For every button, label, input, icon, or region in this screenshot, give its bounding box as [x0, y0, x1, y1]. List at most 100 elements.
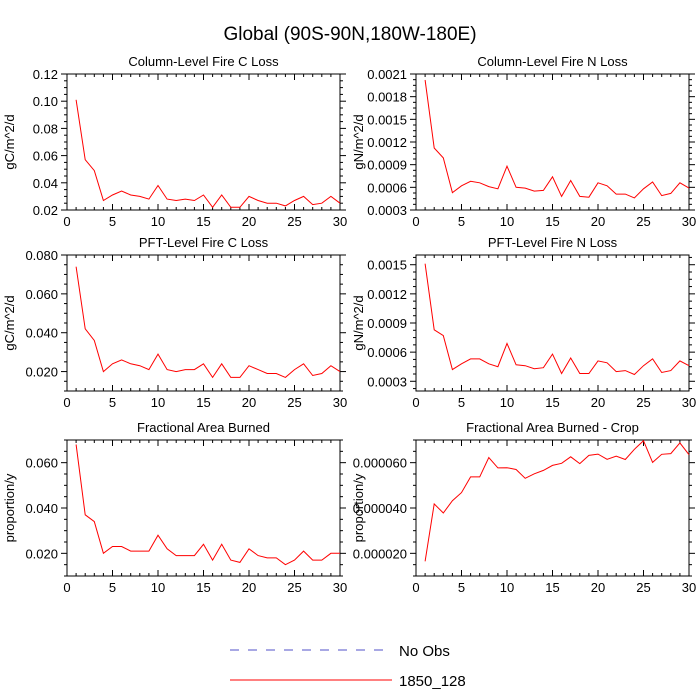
- y-axis-label: gN/m^2/d: [351, 295, 366, 350]
- chart-panels: Column-Level Fire C Loss gC/m^2/d 0 5 10 15 20…: [2, 54, 696, 595]
- plot-frame: [66, 73, 341, 211]
- x-tick-label: 0: [63, 214, 70, 229]
- y-tick-label: 0.000040: [353, 501, 407, 516]
- x-tick-label: 15: [196, 395, 210, 410]
- x-tick-label: 5: [109, 214, 116, 229]
- chart-title: Fractional Area Burned: [137, 420, 270, 435]
- x-tick-label: 10: [151, 580, 165, 595]
- x-tick-label: 25: [287, 395, 301, 410]
- y-tick-label: 0.0009: [367, 158, 407, 173]
- x-tick-label: 20: [242, 395, 256, 410]
- x-tick-label: 0: [412, 214, 419, 229]
- x-tick-label: 15: [545, 395, 559, 410]
- y-axis-label: gC/m^2/d: [2, 114, 17, 169]
- plot-frame: [415, 254, 690, 392]
- y-axis-label: gC/m^2/d: [2, 295, 17, 350]
- x-tick-label: 30: [333, 395, 347, 410]
- y-tick-label: 0.02: [33, 203, 58, 218]
- x-tick-label: 15: [545, 214, 559, 229]
- chart-title: Column-Level Fire N Loss: [477, 54, 628, 69]
- x-tick-label: 20: [242, 214, 256, 229]
- x-tick-label: 0: [412, 395, 419, 410]
- figure-title: Global (90S-90N,180W-180E): [223, 24, 476, 45]
- y-tick-label: 0.0006: [367, 180, 407, 195]
- y-tick-label: 0.000020: [353, 546, 407, 561]
- y-tick-label: 0.0003: [367, 374, 407, 389]
- chart-title: PFT-Level Fire C Loss: [139, 235, 269, 250]
- chart-panel-1: Column-Level Fire C Loss gC/m^2/d 0 5 10 15 20…: [2, 54, 347, 229]
- x-tick-label: 15: [196, 214, 210, 229]
- y-tick-label: 0.08: [33, 121, 58, 136]
- x-tick-label: 25: [287, 580, 301, 595]
- x-tick-label: 5: [109, 395, 116, 410]
- y-tick-label: 0.0015: [367, 112, 407, 127]
- x-tick-label: 0: [412, 580, 419, 595]
- x-tick-label: 10: [151, 214, 165, 229]
- legend: No Obs 1850_128: [230, 643, 466, 690]
- y-tick-label: 0.12: [33, 67, 58, 82]
- x-tick-label: 25: [287, 214, 301, 229]
- x-tick-label: 20: [242, 580, 256, 595]
- y-tick-label: 0.10: [33, 94, 58, 109]
- y-tick-label: 0.020: [25, 365, 58, 380]
- chart-panel-3: PFT-Level Fire C Loss gC/m^2/d 0 5 10 15 20 25 3…: [2, 235, 347, 410]
- y-tick-label: 0.0009: [367, 316, 407, 331]
- x-tick-label: 25: [636, 580, 650, 595]
- y-tick-label: 0.0015: [367, 258, 407, 273]
- y-tick-label: 0.0012: [367, 287, 407, 302]
- legend-label-1850-128: 1850_128: [399, 673, 466, 690]
- y-tick-label: 0.0006: [367, 345, 407, 360]
- series-line-1850_128: [75, 99, 341, 209]
- y-tick-label: 0.020: [25, 546, 58, 561]
- y-tick-label: 0.000060: [353, 456, 407, 471]
- chart-panel-2: Column-Level Fire N Loss gN/m^2/d 0 5 10 15 20…: [351, 54, 696, 229]
- x-tick-label: 20: [591, 580, 605, 595]
- x-tick-label: 5: [458, 580, 465, 595]
- x-tick-label: 30: [682, 580, 696, 595]
- x-tick-label: 30: [682, 214, 696, 229]
- y-axis-label: proportion/y: [351, 473, 366, 542]
- series-line-1850_128: [424, 439, 690, 562]
- x-tick-label: 5: [458, 395, 465, 410]
- y-axis-label: gN/m^2/d: [351, 114, 366, 169]
- chart-panel-4: PFT-Level Fire N Loss gN/m^2/d 0 5 10 15 20 25 3…: [351, 235, 696, 410]
- y-tick-label: 0.0003: [367, 203, 407, 218]
- y-tick-label: 0.060: [25, 287, 58, 302]
- x-tick-label: 30: [333, 580, 347, 595]
- y-tick-label: 0.0018: [367, 90, 407, 105]
- x-tick-label: 0: [63, 580, 70, 595]
- series-line-1850_128: [424, 263, 690, 376]
- y-tick-label: 0.04: [33, 176, 58, 191]
- x-tick-label: 30: [682, 395, 696, 410]
- x-tick-label: 5: [458, 214, 465, 229]
- y-tick-label: 0.040: [25, 501, 58, 516]
- y-tick-label: 0.0012: [367, 135, 407, 150]
- x-tick-label: 15: [545, 580, 559, 595]
- y-tick-label: 0.040: [25, 326, 58, 341]
- plot-frame: [415, 439, 690, 577]
- x-tick-label: 20: [591, 395, 605, 410]
- series-line-1850_128: [75, 266, 341, 379]
- series-line-1850_128: [424, 79, 690, 199]
- chart-title: Column-Level Fire C Loss: [128, 54, 279, 69]
- x-tick-label: 20: [591, 214, 605, 229]
- y-tick-label: 0.0021: [367, 67, 407, 82]
- legend-label-no-obs: No Obs: [399, 643, 450, 660]
- plot-frame: [66, 254, 341, 392]
- x-tick-label: 10: [500, 214, 514, 229]
- x-tick-label: 30: [333, 214, 347, 229]
- x-tick-label: 0: [63, 395, 70, 410]
- x-tick-label: 10: [500, 580, 514, 595]
- x-tick-label: 25: [636, 214, 650, 229]
- chart-title: PFT-Level Fire N Loss: [488, 235, 618, 250]
- series-line-1850_128: [75, 444, 340, 566]
- y-axis-label: proportion/y: [2, 473, 17, 542]
- chart-title: Fractional Area Burned - Crop: [466, 420, 639, 435]
- y-tick-label: 0.080: [25, 248, 58, 263]
- y-tick-label: 0.060: [25, 456, 58, 471]
- y-tick-label: 0.06: [33, 149, 58, 164]
- x-tick-label: 10: [151, 395, 165, 410]
- x-tick-label: 25: [636, 395, 650, 410]
- x-tick-label: 10: [500, 395, 514, 410]
